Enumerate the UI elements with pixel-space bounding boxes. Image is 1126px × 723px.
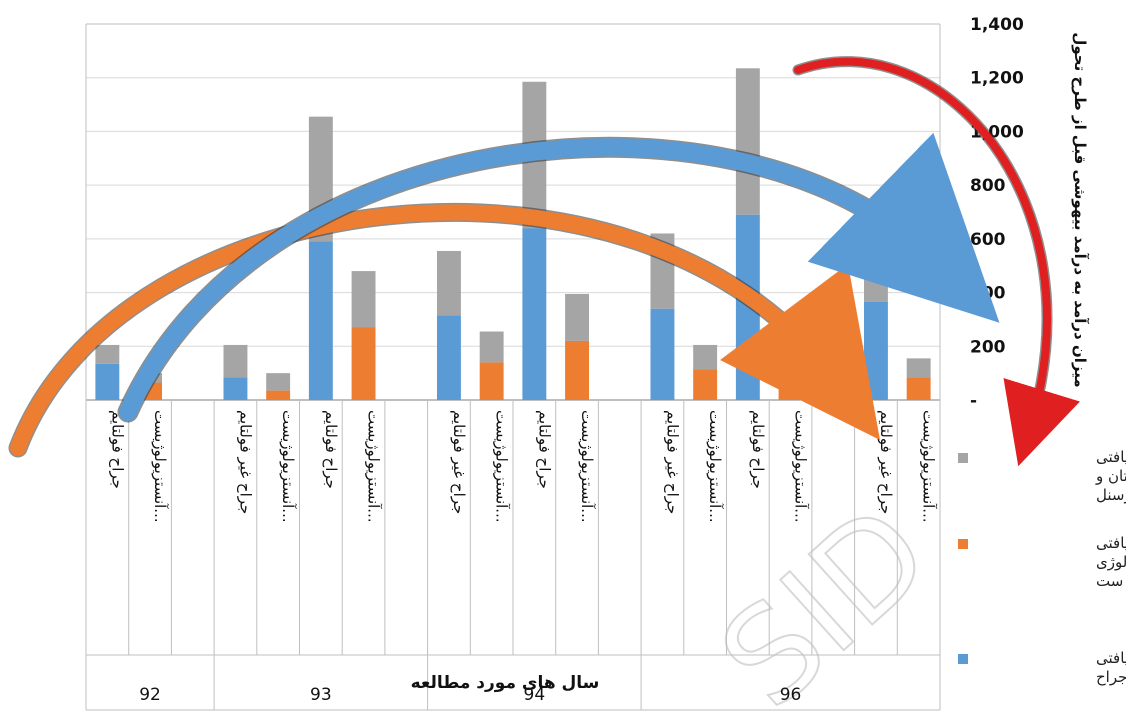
category-label: آنستزیولوژیست... (279, 410, 297, 523)
legend: دریافتیبیمارستان وپرسنل دریافتیآنستزیولوژ… (958, 448, 1126, 686)
y-tick-label: 1,400 (970, 15, 1024, 35)
y-tick-label: 1,200 (970, 69, 1024, 89)
y-tick-label: 800 (970, 176, 1006, 196)
category-label: جراح فولتایم (322, 410, 340, 489)
y-tick-label: - (970, 391, 977, 411)
category-label: آنستزیولوژیست... (706, 410, 724, 523)
y-tick-label: 600 (970, 230, 1006, 250)
bar-segment-1 (479, 362, 504, 400)
y-tick-label: 400 (970, 284, 1006, 304)
bar-segment-2 (863, 225, 888, 302)
legend-label: دریافتیجراح (1096, 649, 1126, 686)
bar-segment-0 (522, 228, 547, 400)
bar-segment-2 (565, 293, 590, 341)
bar-segment-1 (565, 340, 590, 400)
bar-segment-2 (223, 344, 248, 378)
bar-segment-2 (351, 271, 376, 328)
x-axis-label: سال های مورد مطالعه (411, 673, 600, 693)
legend-swatch (958, 453, 968, 463)
bar-segment-1 (266, 390, 291, 400)
category-label: آنستزیولوژیست... (365, 410, 383, 523)
annotation-arrow (10, 204, 881, 456)
bar-segment-1 (693, 369, 718, 400)
category-label: جراح غیر فولتایم (663, 410, 681, 514)
category-label: جراح فولتایم (108, 410, 126, 489)
legend-label: دریافتیآنستزیولوژیست (1096, 534, 1126, 590)
category-label: جراح فولتایم (749, 410, 767, 489)
bar-segment-2 (693, 344, 718, 370)
y-tick-label: 200 (970, 337, 1006, 357)
legend-swatch (958, 654, 968, 664)
bar-segment-0 (436, 315, 461, 400)
y-axis-label: میزان درآمد به درآمد بیهوشی قبل از طرح ت… (1071, 32, 1089, 387)
watermark: SID (691, 475, 959, 723)
bar-segment-2 (479, 331, 504, 363)
bar-segment-2 (906, 358, 931, 378)
category-label: جراح غیر فولتایم (236, 410, 254, 514)
category-label: جراح فولتایم (535, 410, 553, 489)
category-table: جراح فولتایم آنستزیولوژیست... جراح غیر فول… (85, 400, 941, 711)
bar-segment-1 (778, 357, 803, 400)
category-label: جراح غیر فولتایم (877, 410, 895, 514)
bar-segment-0 (95, 363, 120, 400)
watermark-text: SID (692, 476, 958, 723)
category-label: آنستزیولوژیست... (920, 410, 938, 523)
category-label: آنستزیولوژیست... (792, 410, 810, 523)
bar-segment-0 (308, 241, 333, 400)
bar-segment-0 (650, 308, 675, 400)
bar-segment-0 (223, 377, 248, 400)
bar-segment-2 (266, 373, 291, 391)
annotation-arrows (8, 56, 1080, 467)
year-label: 96 (780, 685, 802, 705)
year-label: 93 (310, 685, 332, 705)
category-label: آنستزیولوژیست... (578, 410, 596, 523)
year-label: 94 (524, 685, 546, 705)
legend-label: دریافتیبیمارستان وپرسنل (1095, 448, 1126, 505)
bar-segment-1 (351, 327, 376, 400)
category-label: آنستزیولوژیست... (151, 410, 169, 523)
bar-segment-0 (863, 301, 888, 400)
annotation-arrow (794, 57, 1080, 467)
annotation-arrow (119, 132, 1000, 421)
legend-swatch (958, 539, 968, 549)
bar-segment-1 (906, 377, 931, 400)
bar-segment-2 (95, 344, 120, 364)
category-label: جراح غیر فولتایم (450, 410, 468, 514)
category-label: آنستزیولوژیست... (493, 410, 511, 523)
bar-segment-2 (436, 250, 461, 316)
bar-segment-2 (735, 68, 760, 215)
year-label: 92 (139, 685, 161, 705)
